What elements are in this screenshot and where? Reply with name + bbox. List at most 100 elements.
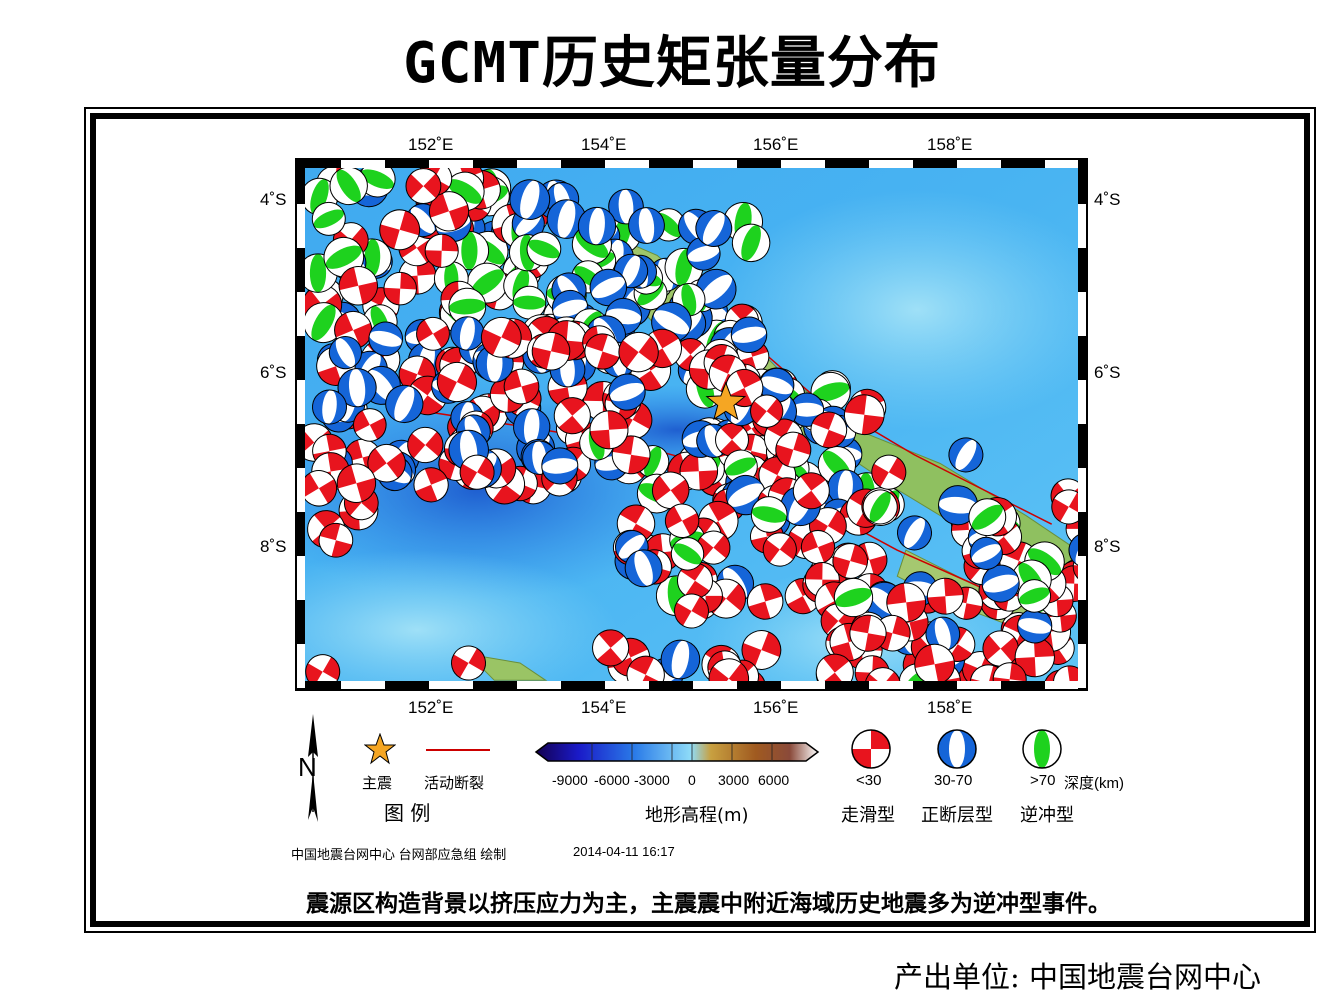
lon-tick-bottom: 152˚E bbox=[408, 698, 454, 717]
map-frame-segment bbox=[737, 160, 781, 168]
strike-slip-beachball bbox=[674, 593, 709, 629]
map-frame-segment bbox=[297, 292, 305, 336]
thrust-beachball bbox=[968, 498, 1007, 537]
lat-tick-right: 6˚S bbox=[1094, 363, 1121, 382]
map-frame-segment bbox=[385, 160, 429, 168]
normal-beachball bbox=[328, 335, 363, 370]
lon-tick-top: 156˚E bbox=[753, 135, 799, 154]
strike-slip-beachball bbox=[503, 368, 540, 405]
strike-slip-beachball bbox=[367, 443, 406, 483]
strike-slip-beachball bbox=[750, 394, 784, 428]
normal-beachball bbox=[577, 206, 617, 246]
map-frame-segment bbox=[913, 160, 957, 168]
map-frame-segment bbox=[649, 681, 693, 689]
thrust-beachball bbox=[448, 287, 487, 326]
map-frame-segment bbox=[1078, 688, 1086, 689]
map-frame-segment bbox=[297, 556, 305, 600]
thrust-beachball bbox=[526, 231, 562, 267]
strike-slip-beachball bbox=[592, 629, 630, 667]
map-frame-segment bbox=[297, 468, 305, 512]
normal-beachball bbox=[897, 515, 932, 551]
type-label-normal: 正断层型 bbox=[921, 805, 993, 826]
normal-beachball bbox=[969, 536, 1003, 570]
map-canvas bbox=[297, 160, 1086, 689]
depth-label-shallow: <30 bbox=[856, 772, 882, 789]
thrust-beachball bbox=[1017, 579, 1052, 613]
normal-fault-beachball-icon bbox=[937, 729, 977, 769]
seismic-map bbox=[295, 158, 1088, 691]
map-frame-segment bbox=[517, 681, 561, 689]
thrust-beachball bbox=[750, 496, 788, 533]
lat-tick-left: 4˚S bbox=[260, 190, 287, 209]
map-frame-segment bbox=[473, 681, 517, 689]
page-title: GCMT历史矩张量分布 bbox=[403, 31, 941, 96]
map-frame-segment bbox=[693, 681, 737, 689]
figure-caption: 震源区构造背景以挤压应力为主，主震震中附近海域历史地震多为逆冲型事件。 bbox=[306, 890, 1111, 917]
strike-slip-beachball bbox=[741, 630, 782, 670]
map-frame-segment bbox=[297, 160, 341, 168]
map-frame-segment bbox=[297, 248, 305, 292]
map-frame-segment bbox=[297, 336, 305, 380]
map-frame-segment bbox=[429, 681, 473, 689]
strike-slip-beachball bbox=[696, 530, 731, 565]
strike-slip-beachball bbox=[584, 333, 621, 370]
lon-tick-bottom: 154˚E bbox=[581, 698, 627, 717]
map-frame-segment bbox=[1078, 644, 1086, 688]
strike-slip-beachball bbox=[747, 583, 784, 620]
thrust-beachball bbox=[833, 577, 874, 618]
map-frame-segment bbox=[561, 681, 605, 689]
normal-beachball bbox=[385, 384, 424, 424]
normal-beachball bbox=[311, 389, 348, 425]
north-label: N bbox=[298, 752, 317, 782]
strike-slip-beachball bbox=[886, 582, 927, 623]
strike-slip-beachball bbox=[407, 426, 444, 464]
normal-beachball bbox=[938, 485, 979, 526]
normal-beachball bbox=[730, 316, 768, 354]
strike-slip-beachball bbox=[424, 233, 459, 268]
legend-title: 图 例 bbox=[384, 801, 431, 825]
map-frame-segment bbox=[1078, 160, 1086, 204]
strike-slip-beachball bbox=[871, 454, 907, 490]
map-frame-segment bbox=[297, 380, 305, 424]
map-frame-segment bbox=[1078, 512, 1086, 556]
normal-beachball bbox=[368, 321, 403, 357]
map-frame-segment bbox=[605, 160, 649, 168]
map-frame-segment bbox=[341, 681, 385, 689]
map-frame-segment bbox=[1078, 468, 1086, 512]
lat-tick-left: 6˚S bbox=[260, 363, 287, 382]
map-frame-segment bbox=[429, 160, 473, 168]
fault-legend-label: 活动断裂 bbox=[424, 775, 485, 792]
normal-beachball bbox=[541, 447, 579, 485]
map-frame-segment bbox=[561, 160, 605, 168]
thrust-beachball bbox=[449, 230, 490, 271]
map-frame-segment bbox=[297, 644, 305, 688]
depth-unit-label: 深度(km) bbox=[1064, 775, 1124, 792]
map-frame-segment bbox=[1078, 556, 1086, 600]
lat-tick-right: 8˚S bbox=[1094, 537, 1121, 556]
mainshock-legend-label: 主震 bbox=[362, 775, 393, 792]
normal-beachball bbox=[628, 207, 665, 244]
normal-beachball bbox=[925, 616, 961, 652]
map-frame-segment bbox=[869, 681, 913, 689]
map-frame-segment bbox=[913, 681, 957, 689]
map-frame-segment bbox=[957, 160, 1001, 168]
lon-tick-top: 152˚E bbox=[408, 135, 454, 154]
colorbar-tick: -9000 bbox=[552, 772, 588, 788]
beachball-layer bbox=[297, 160, 1086, 689]
elevation-colorbar bbox=[534, 742, 820, 762]
strike-slip-beachball bbox=[679, 451, 719, 491]
colorbar-tick: 6000 bbox=[758, 772, 790, 788]
map-frame-segment bbox=[341, 160, 385, 168]
strike-slip-beachball bbox=[300, 470, 338, 507]
strike-slip-beachball bbox=[832, 543, 869, 579]
colorbar-tick: -6000 bbox=[594, 772, 630, 788]
map-frame-segment bbox=[1045, 681, 1086, 689]
map-frame-segment bbox=[825, 681, 869, 689]
thrust-beachball bbox=[303, 302, 344, 344]
figure-frame-inner bbox=[90, 113, 1310, 927]
map-frame-segment bbox=[1078, 424, 1086, 468]
strike-slip-beachball bbox=[676, 562, 714, 599]
strike-slip-beachball bbox=[849, 614, 887, 652]
normal-beachball bbox=[695, 210, 733, 247]
strike-slip-beachball bbox=[436, 361, 477, 403]
